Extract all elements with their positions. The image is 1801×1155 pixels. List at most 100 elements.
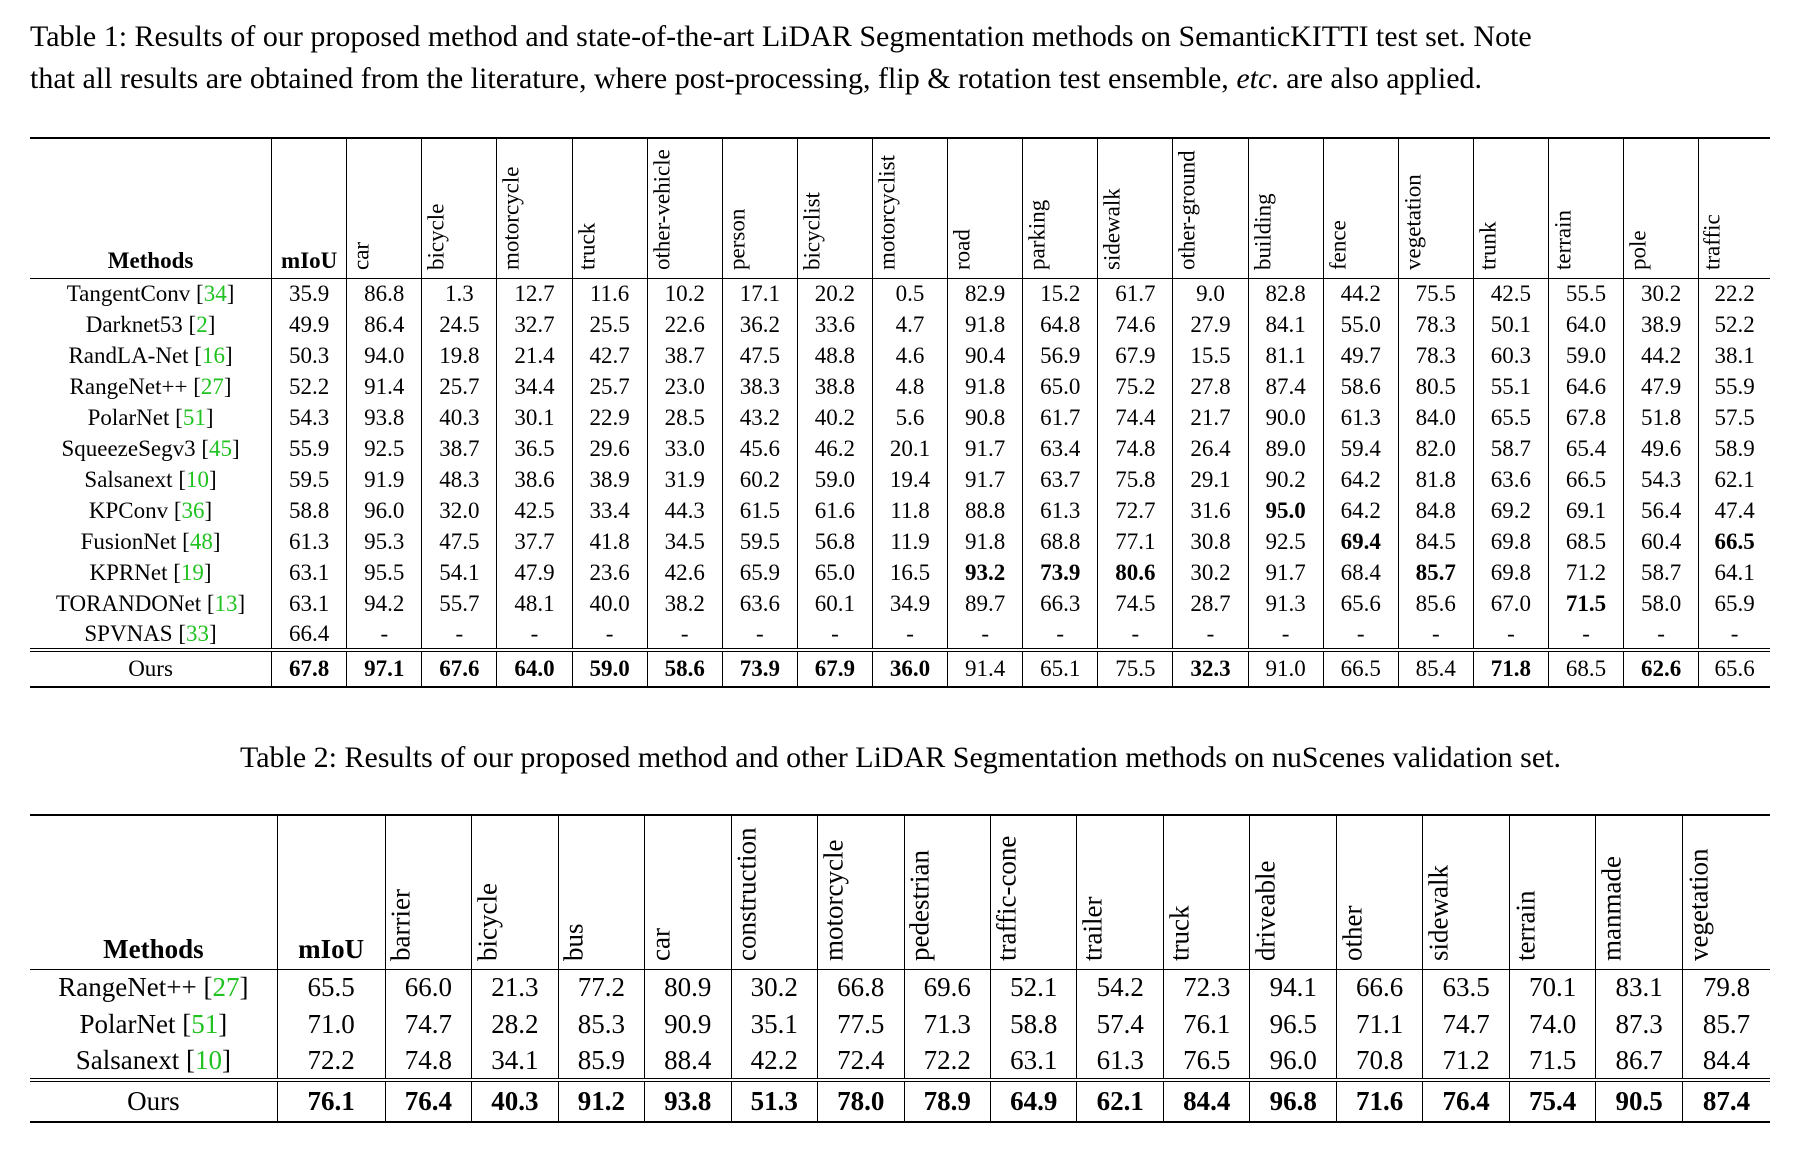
value-cell: 66.5 — [1322, 648, 1399, 688]
method-name: FusionNet [48] — [80, 528, 221, 554]
table1-caption-label: Table 1: — [30, 20, 128, 53]
value-cell: 61.7 — [1097, 278, 1173, 309]
value-cell: 64.0 — [496, 648, 573, 688]
value-cell: 85.3 — [557, 1006, 645, 1043]
value-cell: 83.1 — [1595, 969, 1683, 1006]
value-cell: 54.1 — [421, 557, 497, 588]
value-cell: 72.7 — [1097, 495, 1173, 526]
value-cell: 74.5 — [1097, 588, 1173, 619]
value-cell: 30.2 — [1623, 278, 1699, 309]
value-cell: - — [421, 619, 497, 650]
value-cell: 90.0 — [1247, 402, 1324, 433]
value-cell: 47.4 — [1698, 495, 1770, 526]
value-cell: 78.3 — [1397, 340, 1474, 371]
citation-ref: 45 — [209, 435, 232, 461]
value-cell: 86.8 — [346, 278, 422, 309]
miou-cell: 54.3 — [271, 402, 347, 433]
value-cell: 78.3 — [1397, 309, 1474, 340]
miou-cell: 50.3 — [271, 340, 347, 371]
class-header-label: bicycle — [472, 882, 503, 961]
miou-cell: 35.9 — [271, 278, 347, 309]
value-cell: 77.1 — [1097, 526, 1173, 557]
value-cell: 51.8 — [1623, 402, 1699, 433]
value-cell: 91.0 — [1247, 648, 1324, 688]
value-cell: 65.9 — [721, 557, 798, 588]
value-cell: 61.7 — [1022, 402, 1098, 433]
value-cell: 75.4 — [1508, 1078, 1596, 1123]
value-cell: 91.2 — [557, 1078, 645, 1123]
value-cell: 77.2 — [557, 969, 645, 1006]
class-header: driveable — [1249, 814, 1337, 970]
value-cell: 75.5 — [1097, 648, 1173, 688]
value-cell: 65.1 — [1022, 648, 1098, 688]
value-cell: 80.5 — [1397, 371, 1474, 402]
value-cell: 80.9 — [644, 969, 732, 1006]
method-name: Salsanext [10] — [84, 466, 217, 492]
value-cell: 60.3 — [1472, 340, 1549, 371]
value-cell: 66.5 — [1547, 464, 1624, 495]
method-name-text: FusionNet — [80, 528, 177, 554]
value-cell: - — [1397, 619, 1474, 650]
value-cell: 80.6 — [1097, 557, 1173, 588]
table-row: PolarNet [51] 71.0 74.7 28.2 85.3 90.9 35.1 77.… — [30, 1006, 1770, 1043]
value-cell: 29.1 — [1172, 464, 1249, 495]
value-cell: 47.5 — [721, 340, 798, 371]
value-cell: 69.4 — [1322, 526, 1399, 557]
value-cell: 32.0 — [421, 495, 497, 526]
class-header-label: traffic — [1699, 213, 1725, 270]
value-cell: 11.6 — [571, 278, 648, 309]
method-name: KPConv [36] — [88, 497, 213, 523]
value-cell: 30.8 — [1172, 526, 1249, 557]
value-cell: - — [1698, 619, 1770, 650]
value-cell: 66.6 — [1335, 969, 1423, 1006]
class-header-label: other-vehicle — [649, 148, 675, 270]
value-cell: 64.0 — [1547, 309, 1624, 340]
value-cell: - — [1022, 619, 1098, 650]
value-cell: 52.1 — [989, 969, 1077, 1006]
value-cell: 48.8 — [796, 340, 873, 371]
value-cell: 25.5 — [571, 309, 648, 340]
value-cell: - — [496, 619, 573, 650]
value-cell: 68.5 — [1547, 648, 1624, 688]
value-cell: 32.7 — [496, 309, 573, 340]
citation-ref: 16 — [201, 342, 225, 368]
value-cell: 55.0 — [1322, 309, 1399, 340]
value-cell: 34.4 — [496, 371, 573, 402]
value-cell: - — [1172, 619, 1249, 650]
value-cell: 64.8 — [1022, 309, 1098, 340]
value-cell: 71.5 — [1508, 1043, 1596, 1080]
value-cell: 55.5 — [1547, 278, 1624, 309]
class-header-label: car — [348, 241, 374, 270]
table-row: TORANDONet [13] 63.1 94.2 55.7 48.1 40.0 38.2 6… — [30, 588, 1770, 619]
class-header-label: terrain — [1550, 209, 1576, 270]
table1-caption-italic: etc — [1236, 62, 1272, 95]
class-header-label: terrain — [1510, 890, 1541, 961]
value-cell: 59.4 — [1322, 433, 1399, 464]
value-cell: 31.9 — [646, 464, 723, 495]
value-cell: 96.0 — [346, 495, 422, 526]
value-cell: 20.1 — [871, 433, 948, 464]
method-name: RandLA-Net [16] — [68, 342, 233, 368]
table-row: TangentConv [34] 35.9 86.8 1.3 12.7 11.6 10.2 1… — [30, 278, 1770, 309]
class-header: trailer — [1076, 814, 1164, 970]
class-header-label: construction — [731, 827, 762, 961]
value-cell: 36.0 — [871, 648, 948, 688]
class-header-label: motorcycle — [498, 166, 524, 270]
value-cell: 84.4 — [1162, 1078, 1250, 1123]
table1-caption: Table 1: Results of our proposed method … — [30, 16, 1775, 100]
value-cell: - — [871, 619, 948, 650]
value-cell: 4.6 — [871, 340, 948, 371]
value-cell: 95.3 — [346, 526, 422, 557]
value-cell: 11.9 — [871, 526, 948, 557]
table-row: Darknet53 [2] 49.9 86.4 24.5 32.7 25.5 22.6 36.… — [30, 309, 1770, 340]
class-header-label: pole — [1625, 229, 1651, 270]
method-name: Ours — [30, 1078, 278, 1123]
table-row: Salsanext [10] 59.5 91.9 48.3 38.6 38.9 31.9 60… — [30, 464, 1770, 495]
table1: Methods mIoU car bicycle motorcycle truck othe… — [30, 137, 1770, 688]
value-cell: 46.2 — [796, 433, 873, 464]
value-cell: 47.9 — [1623, 371, 1699, 402]
value-cell: 40.3 — [421, 402, 497, 433]
miou-header: mIoU — [276, 814, 386, 970]
value-cell: 10.2 — [646, 278, 723, 309]
method-name: Ours — [30, 648, 272, 688]
